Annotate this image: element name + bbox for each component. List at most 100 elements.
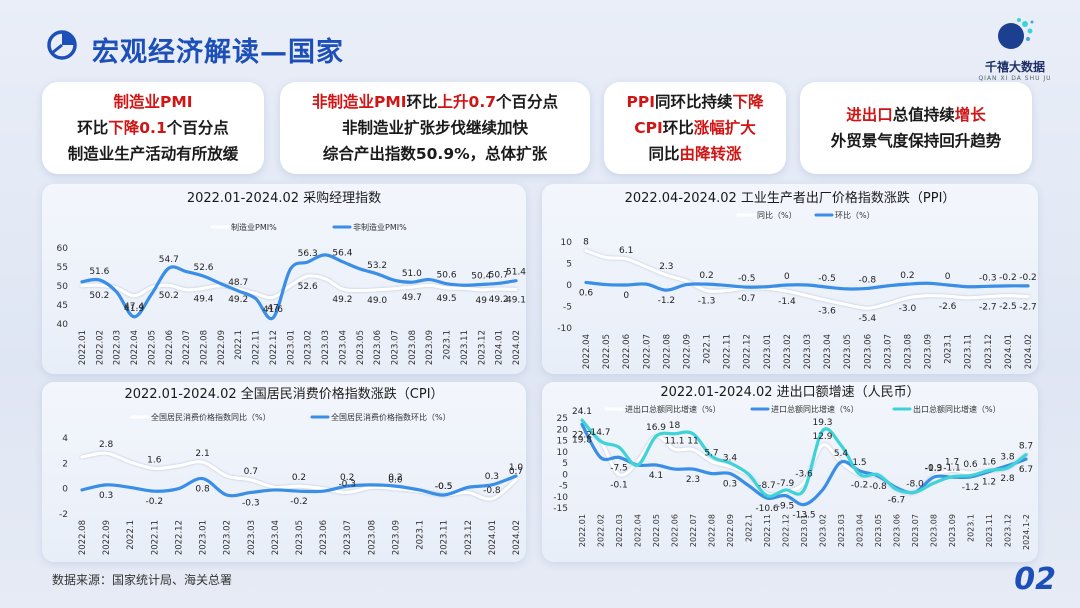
- series-line-2: [80, 474, 518, 498]
- data-label: 12.9: [812, 432, 832, 442]
- chart-ppi-panel: 2022.04-2024.02 工业生产者出厂价格指数涨跌（PPI） -10 -5 0…: [542, 184, 1038, 374]
- data-label: 49.4: [193, 294, 213, 304]
- x-tick-label: 2023.1: [416, 520, 426, 550]
- x-tick-label: 2022.12: [743, 334, 753, 369]
- data-label: 54.7: [159, 255, 179, 265]
- x-tick-label: 2023.07: [911, 514, 920, 547]
- y-tick-label: 50: [57, 282, 69, 292]
- y-tick-label: -5: [563, 303, 572, 313]
- data-label: -2.5: [999, 302, 1017, 312]
- data-label: 49: [476, 296, 488, 306]
- x-tick-label: 2022.11: [252, 330, 262, 365]
- data-label: 3.8: [1000, 453, 1015, 463]
- pie-chart-icon: [47, 30, 77, 60]
- x-tick-label: 2022.1: [703, 334, 713, 364]
- y-tick-label: 20: [557, 425, 569, 435]
- data-label: -0.2: [999, 273, 1017, 283]
- y-tick-label: -5: [559, 482, 568, 492]
- x-tick-label: 2023.12: [464, 520, 474, 555]
- data-label: -1.4: [778, 297, 796, 307]
- series-line-2: [80, 253, 518, 321]
- y-tick-label: -10: [553, 493, 568, 503]
- y-tick-label: 5: [562, 459, 568, 469]
- data-label: -0.8: [858, 275, 876, 285]
- data-label: -0.5: [818, 274, 836, 284]
- data-label: 2.3: [686, 475, 700, 485]
- box1-line1: 制造业PMI: [113, 93, 193, 111]
- x-tick-label: 2023.04: [856, 514, 865, 547]
- data-label: 1.6: [982, 458, 997, 468]
- box3-line1a: PPI: [626, 93, 655, 111]
- box3-line3b: 由降转涨: [679, 145, 742, 163]
- x-tick-label: 2022.12: [782, 514, 791, 547]
- data-label: -9.5: [777, 502, 795, 512]
- x-tick-label: 2022.02: [95, 330, 105, 365]
- data-label: 56.3: [298, 249, 318, 259]
- x-tick-label: 2022.08: [78, 520, 88, 555]
- box2-line1c: 上升0.7: [437, 93, 497, 111]
- x-tick-label: 2023.04: [271, 520, 281, 555]
- x-tick-label: 2023.03: [321, 330, 331, 365]
- data-label: 0.2: [388, 473, 402, 483]
- y-tick-label: -2: [59, 510, 68, 520]
- box2-line1d: 个百分点: [496, 93, 559, 111]
- data-label: 50.2: [89, 291, 109, 301]
- legend-label: 进口总额同比增速（%）: [771, 404, 859, 414]
- data-label: -0.9: [925, 463, 943, 473]
- x-tick-label: 2023.1: [944, 334, 954, 364]
- x-tick-label: 2023.08: [903, 334, 913, 369]
- box1-line2a: 环比: [77, 119, 109, 137]
- y-tick-label: 0: [62, 485, 68, 495]
- data-label: 50.6: [437, 271, 457, 281]
- x-tick-label: 2023.06: [893, 514, 902, 547]
- chart-title: 2022.04-2024.02 工业生产者出厂价格指数涨跌（PPI）: [625, 190, 956, 206]
- data-label: 22.2: [572, 430, 592, 440]
- y-tick-label: 2: [62, 459, 68, 469]
- x-tick-label: 2022.07: [182, 330, 192, 365]
- x-tick-label: 2023.11: [964, 334, 974, 369]
- x-tick-label: 2023.03: [837, 514, 846, 547]
- data-label: -0.2: [1019, 273, 1037, 283]
- x-tick-label: 2022.08: [200, 330, 210, 365]
- data-label: 0.6: [963, 460, 978, 470]
- data-label: -0.3: [338, 479, 356, 489]
- x-tick-label: 2023.06: [373, 330, 383, 365]
- series-line-1: [80, 274, 518, 300]
- series-line-1: [580, 428, 1028, 497]
- x-tick-label: 2022.04: [130, 330, 140, 365]
- x-tick-label: 2023.02: [223, 520, 233, 555]
- page-number: 02: [1014, 562, 1056, 597]
- legend-label: 非制造业PMI%: [353, 222, 407, 232]
- data-label: 52.6: [298, 282, 318, 292]
- box2-line3: 综合产出指数50.9%，总体扩张: [322, 145, 548, 163]
- box2-line2: 非制造业扩张步伐继续加快: [341, 119, 528, 137]
- box4-line2: 外贸景气度保持回升趋势: [830, 132, 1002, 150]
- data-label: 52.6: [193, 263, 213, 273]
- chart-trade: 2022.01-2024.02 进出口额增速（人民币）-15-10-505101…: [553, 385, 1033, 550]
- data-label: 0.7: [509, 467, 523, 477]
- x-tick-label: 2023.03: [247, 520, 257, 555]
- x-tick-label: 2023.02: [819, 514, 828, 547]
- x-tick-label: 2023.04: [823, 334, 833, 369]
- x-tick-label: 2023.02: [783, 334, 793, 369]
- box4-line1a: 进出口: [846, 106, 893, 124]
- data-source: 数据来源：国家统计局、海关总署: [52, 573, 233, 587]
- summary-box-manufacturing: 制造业PMI 环比下降0.1个百分点 制造业生产活动有所放缓: [42, 82, 264, 174]
- data-label: 41.6: [263, 305, 283, 315]
- data-label: 0.7: [244, 467, 258, 477]
- data-label: 0: [623, 291, 629, 301]
- y-tick-label: 60: [57, 244, 69, 254]
- data-label: 18: [669, 421, 681, 431]
- legend-label: 同比（%）: [757, 210, 797, 220]
- chart-title: 2022.01-2024.02 采购经理指数: [187, 190, 381, 206]
- data-label: 49.1: [506, 295, 526, 305]
- x-tick-label: 2022.1: [126, 520, 136, 550]
- x-tick-label: 2023.01: [199, 520, 209, 555]
- data-label: 4.1: [649, 471, 663, 481]
- logo-dots-icon: [998, 18, 1034, 49]
- data-label: -0.2: [290, 497, 308, 507]
- y-tick-label: 10: [561, 238, 573, 248]
- data-label: -0.8: [483, 486, 501, 496]
- data-label: 3.4: [723, 454, 738, 464]
- box3-line3a: 同比: [648, 145, 680, 163]
